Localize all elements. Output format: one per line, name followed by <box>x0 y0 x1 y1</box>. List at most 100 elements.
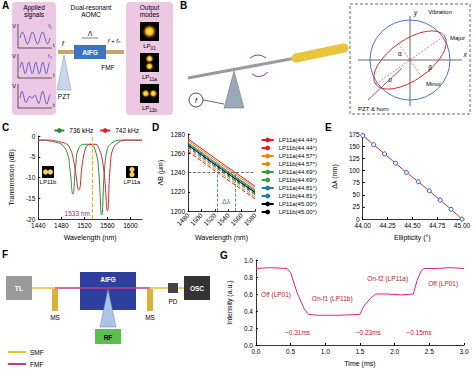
svg-text:~0.31ms: ~0.31ms <box>285 329 311 336</box>
svg-text:f₁: f₁ <box>48 23 52 29</box>
svg-text:Ellipticity (°): Ellipticity (°) <box>394 234 431 242</box>
svg-text:OSC: OSC <box>190 285 204 292</box>
svg-text:0.2: 0.2 <box>244 325 253 332</box>
svg-text:x: x <box>462 51 467 58</box>
svg-text:Vibration: Vibration <box>428 9 452 15</box>
svg-text:44.75: 44.75 <box>429 222 446 229</box>
svg-text:PZT & horn: PZT & horn <box>358 106 389 112</box>
svg-text:75: 75 <box>353 179 361 186</box>
svg-text:E: E <box>325 122 332 133</box>
svg-text:1520: 1520 <box>77 222 92 229</box>
svg-text:MS: MS <box>50 314 60 321</box>
svg-text:0.8: 0.8 <box>244 274 253 281</box>
svg-text:y: y <box>413 9 418 17</box>
svg-text:FMF: FMF <box>101 64 114 71</box>
svg-text:AOMC: AOMC <box>81 11 101 18</box>
svg-text:1520: 1520 <box>202 212 217 227</box>
svg-text:FMF: FMF <box>30 361 43 368</box>
svg-text:Dual-resonant: Dual-resonant <box>71 4 112 11</box>
svg-text:1280: 1280 <box>171 131 186 138</box>
svg-text:LP11a(44.57°): LP11a(44.57°) <box>279 153 317 159</box>
svg-text:PD: PD <box>168 298 177 305</box>
svg-text:LP11b: LP11b <box>142 105 157 113</box>
svg-text:45.00: 45.00 <box>454 222 471 229</box>
svg-text:G: G <box>220 250 228 261</box>
svg-text:LP11b(44.57°): LP11b(44.57°) <box>279 161 317 167</box>
svg-text:V: V <box>12 83 16 89</box>
svg-text:signals: signals <box>24 11 45 19</box>
svg-text:1220: 1220 <box>171 188 186 195</box>
svg-text:β: β <box>428 64 432 72</box>
svg-text:-5: -5 <box>30 153 36 160</box>
svg-text:RF: RF <box>104 334 113 341</box>
svg-text:Intensity (a.u.): Intensity (a.u.) <box>226 280 234 324</box>
svg-text:LP11a(44.69°): LP11a(44.69°) <box>279 169 317 175</box>
svg-text:1500: 1500 <box>189 212 204 227</box>
svg-text:LP11b(44.69°): LP11b(44.69°) <box>279 177 317 183</box>
svg-text:Minor: Minor <box>426 81 441 87</box>
svg-text:LP11b(44.44°): LP11b(44.44°) <box>279 145 317 151</box>
svg-text:125: 125 <box>349 155 360 162</box>
svg-text:Time (ms): Time (ms) <box>344 360 375 368</box>
svg-text:t: t <box>53 72 55 78</box>
svg-text:Major: Major <box>450 35 465 41</box>
svg-text:0.4: 0.4 <box>244 308 253 315</box>
svg-text:1480: 1480 <box>54 222 69 229</box>
svg-text:α: α <box>398 50 402 57</box>
svg-text:-10: -10 <box>26 174 36 181</box>
svg-text:AIFG: AIFG <box>82 49 98 56</box>
svg-text:LP11b(45.00°): LP11b(45.00°) <box>279 209 317 215</box>
svg-text:B: B <box>180 0 187 11</box>
svg-text:50: 50 <box>353 191 361 198</box>
svg-text:PZT: PZT <box>58 93 70 100</box>
svg-text:ΛB (μm): ΛB (μm) <box>157 160 165 186</box>
svg-text:Δλ: Δλ <box>222 198 231 205</box>
svg-text:On-f1 (LP11b): On-f1 (LP11b) <box>312 295 353 303</box>
svg-text:f₂: f₂ <box>48 53 53 59</box>
svg-text:1540: 1540 <box>216 212 231 227</box>
svg-text:u: u <box>388 76 392 83</box>
svg-text:1560: 1560 <box>100 222 115 229</box>
svg-text:Off (LP01): Off (LP01) <box>261 291 291 299</box>
svg-text:f: f <box>195 97 198 104</box>
svg-text:t: t <box>53 42 55 48</box>
svg-text:-15: -15 <box>26 195 36 202</box>
svg-text:F: F <box>2 249 8 260</box>
svg-text:AIFG: AIFG <box>100 276 116 283</box>
svg-text:~0.23ms: ~0.23ms <box>356 329 382 336</box>
svg-text:f: f <box>62 40 65 47</box>
svg-text:0.0: 0.0 <box>251 348 260 355</box>
svg-text:D: D <box>152 122 159 133</box>
svg-text:LP01: LP01 <box>143 43 156 51</box>
svg-text:1240: 1240 <box>171 169 186 176</box>
svg-text:150: 150 <box>349 143 360 150</box>
svg-text:1600: 1600 <box>123 222 138 229</box>
svg-text:25: 25 <box>353 203 361 210</box>
svg-text:V: V <box>12 53 16 59</box>
svg-text:44.25: 44.25 <box>379 222 396 229</box>
svg-text:1480: 1480 <box>175 212 190 227</box>
svg-text:100: 100 <box>349 167 360 174</box>
svg-text:1.0: 1.0 <box>244 257 253 264</box>
svg-text:3.0: 3.0 <box>459 348 468 355</box>
svg-text:LP11a: LP11a <box>142 74 157 82</box>
svg-text:2.0: 2.0 <box>390 348 399 355</box>
svg-text:0: 0 <box>32 133 36 140</box>
svg-text:1.0: 1.0 <box>321 348 330 355</box>
svg-text:44.50: 44.50 <box>404 222 421 229</box>
svg-text:1560: 1560 <box>229 212 244 227</box>
svg-text:742 kHz: 742 kHz <box>115 127 139 134</box>
svg-text:Δλ (nm): Δλ (nm) <box>331 164 339 189</box>
svg-text:C: C <box>2 122 9 133</box>
svg-text:1440: 1440 <box>31 222 46 229</box>
svg-text:Wavelength (nm): Wavelength (nm) <box>195 234 248 242</box>
svg-text:736 kHz: 736 kHz <box>69 127 93 134</box>
svg-text:LP11a(44.44°): LP11a(44.44°) <box>279 137 317 143</box>
svg-text:Off (LP01): Off (LP01) <box>428 280 458 288</box>
svg-text:1260: 1260 <box>171 150 186 157</box>
svg-text:SMF: SMF <box>30 349 44 356</box>
svg-text:Transmission (dB): Transmission (dB) <box>8 149 16 206</box>
svg-text:LP11a: LP11a <box>124 179 142 185</box>
svg-text:modes: modes <box>140 11 160 18</box>
svg-text:1.5: 1.5 <box>355 348 364 355</box>
